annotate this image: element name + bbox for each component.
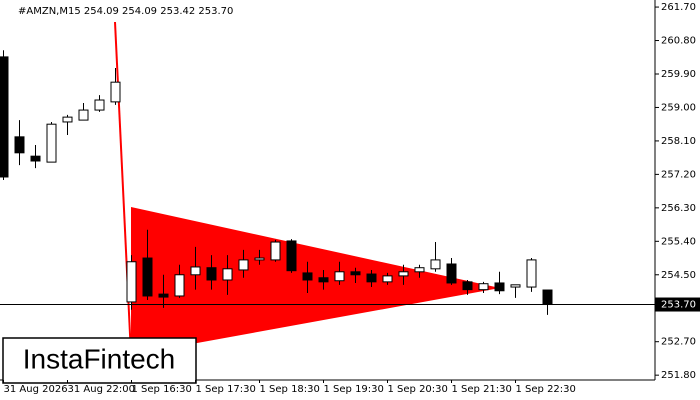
current-price-label: 253.70 [661, 300, 696, 311]
candle-body [46, 123, 57, 163]
candle-body [0, 56, 9, 178]
x-tick-label: 1 Sep 18:30 [260, 384, 320, 395]
candle-body [94, 99, 105, 111]
y-tick-label: 256.30 [661, 203, 696, 214]
candle-body [430, 259, 441, 270]
candle-body [78, 109, 89, 121]
candle-body [254, 257, 265, 261]
candle-body [446, 263, 457, 284]
y-tick-label: 257.20 [661, 169, 696, 180]
candle-body [270, 241, 281, 261]
y-tick-label: 252.70 [661, 337, 696, 348]
candle-body [350, 271, 361, 276]
candle-body [366, 273, 377, 283]
current-price-box [655, 297, 700, 312]
candle-body [526, 259, 537, 288]
candle-body [174, 274, 185, 297]
x-tick-label: 1 Sep 20:30 [388, 384, 448, 395]
y-tick-label: 254.50 [661, 270, 696, 281]
candle-body [414, 267, 425, 273]
x-tick-label: 1 Sep 16:30 [132, 384, 192, 395]
candle-body [286, 240, 297, 272]
candle-body [222, 268, 233, 281]
candle-body [478, 283, 489, 291]
candle-body [302, 272, 313, 281]
candle-body [318, 277, 329, 283]
watermark-box [2, 337, 197, 384]
pattern-triangle [131, 207, 500, 355]
y-tick-label: 261.70 [661, 2, 696, 13]
y-tick-label: 255.40 [661, 236, 696, 247]
y-tick-label: 251.80 [661, 370, 696, 381]
candle-body [14, 136, 25, 154]
y-tick-label: 258.10 [661, 136, 696, 147]
chart-title: #AMZN,M15 254.09 254.09 253.42 253.70 [18, 6, 233, 17]
x-tick-label: 31 Aug 22:00 [68, 384, 135, 395]
candle-body [206, 267, 217, 281]
candle-body [510, 284, 521, 288]
x-tick-label: 31 Aug 2026 [4, 384, 68, 395]
candle-body [190, 266, 201, 276]
y-tick-label: 260.80 [661, 36, 696, 47]
candle-body [382, 275, 393, 283]
candle-body [238, 259, 249, 271]
candle-body [462, 281, 473, 291]
candle-body [494, 282, 505, 292]
x-tick-label: 1 Sep 17:30 [196, 384, 256, 395]
y-tick-label: 259.90 [661, 69, 696, 80]
candle-body [110, 81, 121, 103]
candle-body [30, 155, 41, 162]
y-tick-label: 259.00 [661, 102, 696, 113]
x-tick-label: 1 Sep 22:30 [516, 384, 576, 395]
candle-body [334, 271, 345, 282]
x-tick-label: 1 Sep 19:30 [324, 384, 384, 395]
candle-body [542, 289, 553, 306]
candle-body [398, 271, 409, 277]
candle-body [142, 257, 153, 297]
candle-body [126, 261, 137, 303]
x-tick-label: 1 Sep 21:30 [452, 384, 512, 395]
candle-body [62, 116, 73, 123]
candle-body [158, 293, 169, 298]
watermark: InstaFintech [23, 343, 176, 374]
